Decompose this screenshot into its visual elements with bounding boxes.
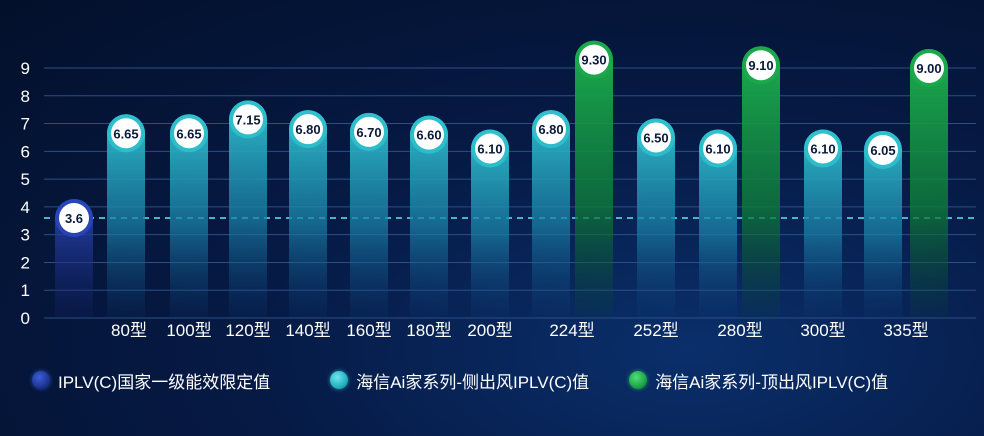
y-tick-label: 2	[21, 253, 30, 272]
x-tick-label: 200型	[467, 321, 512, 340]
bar-335型-top	[910, 49, 948, 318]
data-label: 6.05	[870, 143, 895, 158]
bar-300型-side	[804, 129, 842, 318]
bar-280型-top	[742, 46, 780, 318]
bar-chart: 0 1 2 3 4 5 6 7 8 9 3.6 6.65 6.65 7.15 6.80 6.70 6.60 6.1…	[21, 40, 976, 340]
y-tick-label: 5	[21, 170, 30, 189]
data-label: 3.6	[65, 211, 83, 226]
legend-national-label: IPLV(C)国家一级能效限定值	[58, 372, 271, 392]
value-bubble	[746, 50, 776, 81]
data-label: 9.00	[916, 61, 941, 76]
x-tick-label: 80型	[111, 321, 147, 340]
legend-top: 海信Ai家系列-顶出风IPLV(C)值	[629, 368, 888, 393]
bar-280型-side	[699, 129, 737, 318]
value-bubble	[808, 133, 838, 164]
y-tick-label: 0	[21, 309, 30, 328]
bar-160型-side	[350, 112, 388, 318]
y-tick-label: 3	[21, 226, 30, 245]
value-bubble	[914, 53, 944, 83]
bar-80型-side	[107, 114, 145, 318]
y-tick-label: 1	[21, 281, 30, 300]
legend-top-icon	[629, 371, 648, 389]
data-label: 6.10	[477, 142, 502, 157]
value-bubble	[233, 104, 263, 135]
value-bubble	[293, 114, 323, 145]
bar-335型-side	[864, 130, 902, 318]
value-bubble	[641, 122, 671, 153]
chart-legend: IPLV(C)国家一级能效限定值 海信Ai家系列-侧出风IPLV(C)值 海信A…	[32, 364, 962, 396]
bar-100型-side	[170, 114, 208, 318]
x-tick-label: 160型	[346, 321, 391, 340]
x-tick-label: 280型	[717, 321, 762, 340]
legend-top-label: 海信Ai家系列-顶出风IPLV(C)值	[655, 372, 889, 392]
bar-252型-side	[637, 118, 675, 318]
value-bubble	[59, 203, 89, 233]
data-label: 6.80	[538, 122, 563, 137]
x-tick-label: 335型	[883, 321, 928, 340]
value-bubble	[579, 44, 609, 75]
x-tick-label: 120型	[225, 321, 270, 340]
value-bubble	[703, 133, 733, 164]
data-label: 7.15	[235, 112, 260, 127]
bar-140型-side	[289, 110, 327, 318]
data-label: 9.10	[748, 58, 773, 73]
data-label: 6.70	[356, 125, 381, 140]
data-label: 6.65	[113, 126, 138, 141]
bar-180型-side	[410, 115, 448, 318]
data-label: 6.10	[705, 142, 730, 157]
bar-200型-side	[471, 129, 509, 318]
data-label: 9.30	[581, 53, 606, 68]
data-label: 6.50	[643, 130, 668, 145]
data-label: 6.80	[295, 122, 320, 137]
value-bubble	[354, 116, 384, 147]
legend-national: IPLV(C)国家一级能效限定值	[32, 368, 270, 393]
bar-224型-side	[532, 110, 570, 318]
x-tick-label: 252型	[633, 321, 678, 340]
data-label: 6.65	[176, 126, 201, 141]
y-tick-label: 9	[21, 59, 30, 78]
bar-120型-side	[229, 100, 267, 318]
data-label: 6.10	[810, 142, 835, 157]
value-bubble	[536, 114, 566, 145]
value-bubble	[414, 119, 444, 150]
x-tick-label: 224型	[549, 321, 594, 340]
x-tick-label: 140型	[285, 321, 330, 340]
x-tick-label: 300型	[800, 321, 845, 340]
value-bubble	[868, 134, 898, 165]
bar-224型-top	[575, 40, 613, 319]
legend-side: 海信Ai家系列-侧出风IPLV(C)值	[330, 368, 589, 393]
data-label: 6.60	[416, 128, 441, 143]
x-tick-label: 180型	[406, 321, 451, 340]
value-bubble	[475, 133, 505, 164]
y-tick-label: 7	[21, 115, 30, 134]
value-bubble	[111, 118, 141, 149]
y-tick-label: 8	[21, 87, 30, 106]
y-tick-label: 6	[21, 142, 30, 161]
legend-side-icon	[330, 371, 349, 389]
y-tick-label: 4	[21, 198, 30, 217]
x-tick-label: 100型	[166, 321, 211, 340]
legend-national-icon	[32, 371, 50, 389]
value-bubble	[174, 118, 204, 149]
legend-side-label: 海信Ai家系列-侧出风IPLV(C)值	[356, 372, 590, 392]
